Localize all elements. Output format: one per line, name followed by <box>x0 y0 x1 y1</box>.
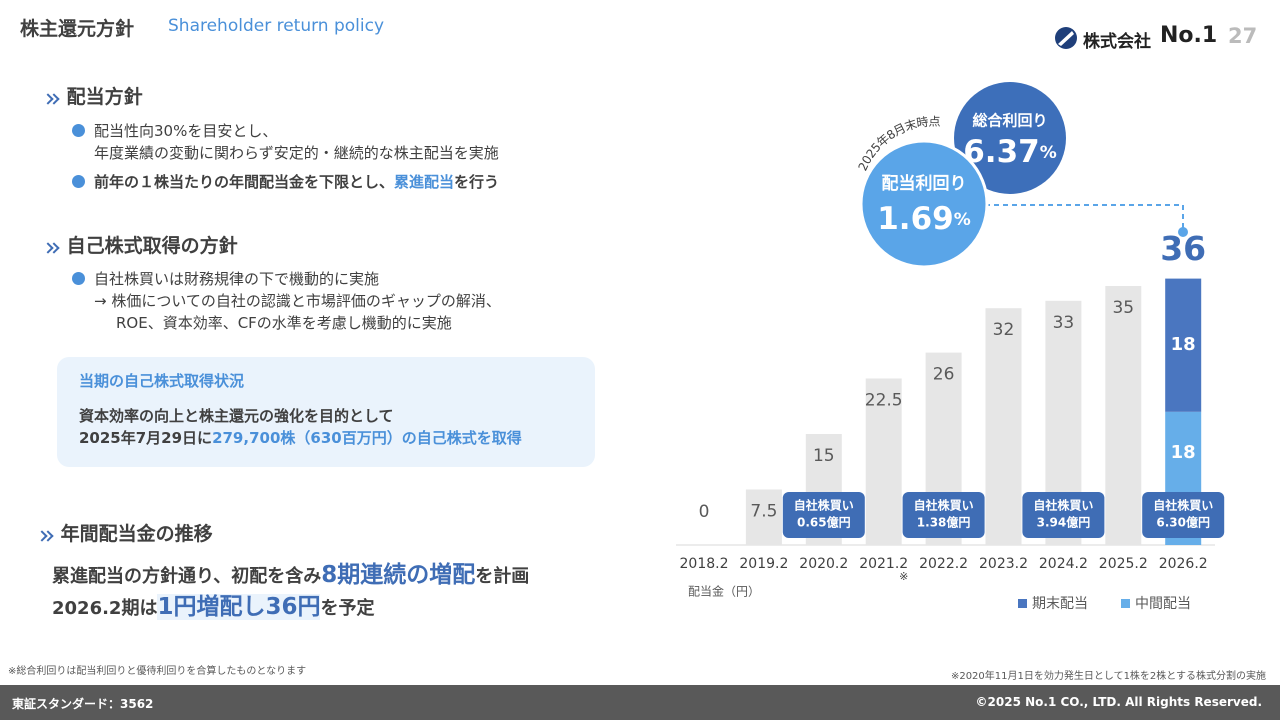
total-yield-circle <box>954 82 1066 194</box>
footer-right: ©2025 No.1 CO., LTD. All Rights Reserved… <box>975 695 1262 709</box>
x-tick-label: 2024.2 <box>1039 556 1088 572</box>
legend-label: 期末配当 <box>1032 596 1088 612</box>
text: を計画 <box>475 566 530 587</box>
bullet: 自社株買いは財務規律の下で機動的に実施 → 株価についての自社の認識と市場評価のギ… <box>72 268 501 334</box>
logo-icon <box>1055 27 1077 49</box>
value-label: 26 <box>933 365 955 385</box>
unit: % <box>1040 143 1057 163</box>
footer-bar <box>0 685 1280 720</box>
heading-text: 自己株式取得の方針 <box>66 235 238 257</box>
yield-label: 総合利回り <box>972 112 1047 130</box>
text: を行う <box>454 173 500 191</box>
annotation-title: 自社株買い <box>1033 498 1093 513</box>
text: 年度業績の変動に関わらず安定的・継続的な株主配当を実施 <box>94 144 499 162</box>
section-heading: 配当方針 <box>44 82 143 109</box>
x-tick-label: 2026.2 <box>1159 556 1208 572</box>
yield-label: 配当利回り <box>882 173 967 194</box>
text: 自社株買いは財務規律の下で機動的に実施 <box>94 270 380 288</box>
annotation-amount: 1.38億円 <box>917 515 971 530</box>
bullet: 配当性向30%を目安とし、年度業績の変動に関わらず安定的・継続的な株主配当を実施 <box>72 120 499 164</box>
axis-label: 配当金（円） <box>688 584 760 599</box>
text: ROE、資本効率、CFの水準を考慮し機動的に実施 <box>116 314 452 332</box>
segment-label: 18 <box>1171 334 1196 355</box>
x-tick-label: 2021.2 <box>859 556 908 572</box>
value: 1.69 <box>877 201 954 237</box>
value-label: 35 <box>1112 298 1134 318</box>
text: 配当性向30%を目安とし、 <box>94 122 278 140</box>
bar <box>1105 286 1142 545</box>
note: ※2020年11月1日を効力発生日として1株を2株とする株式分割の実施 <box>950 671 1266 682</box>
legend-swatch <box>1121 599 1130 608</box>
section-heading: 年間配当金の推移 <box>38 519 213 546</box>
category-mark: ※ <box>899 570 908 583</box>
x-tick-label: 2022.2 <box>919 556 968 572</box>
segment-label: 18 <box>1171 442 1196 463</box>
title: 株主還元方針 <box>20 18 135 40</box>
yield-value: 1.69% <box>877 201 971 237</box>
trend-line: 2026.2期は1円増配し36円を予定 <box>52 587 374 621</box>
company: 株式会社 <box>1083 32 1151 52</box>
value-label: 33 <box>1053 313 1075 333</box>
box-title: 当期の自己株式取得状況 <box>79 372 245 390</box>
bar <box>745 489 782 545</box>
annotation-title: 自社株買い <box>1153 498 1213 513</box>
x-tick-label: 2023.2 <box>979 556 1028 572</box>
text: 2025年7月29日に <box>79 429 213 447</box>
annotation-title: 自社株買い <box>914 498 974 513</box>
unit: % <box>954 210 971 230</box>
brand: No.1 <box>1160 23 1218 48</box>
bullet: 前年の１株当たりの年間配当金を下限とし、累進配当を行う <box>72 171 500 193</box>
x-tick-label: 2020.2 <box>799 556 848 572</box>
value-label: 0 <box>699 502 710 522</box>
value-label: 22.5 <box>865 391 903 411</box>
trend-line: 累進配当の方針通り、初配を含み8期連続の増配を計画 <box>52 555 529 589</box>
page-number: 27 <box>1228 24 1258 48</box>
subtitle: Shareholder return policy <box>168 16 385 36</box>
section-heading: 自己株式取得の方針 <box>44 231 238 258</box>
connector-dot <box>1178 227 1188 237</box>
text: 資本効率の向上と株主還元の強化を目的として <box>79 407 394 425</box>
text: 前年の１株当たりの年間配当金を下限とし、 <box>94 173 395 191</box>
value-label: 7.5 <box>750 502 777 522</box>
footer-left: 東証スタンダード：3562 <box>12 697 154 711</box>
annotation-title: 自社株買い <box>794 498 854 513</box>
status-box <box>57 357 595 467</box>
text: 2026.2期は <box>52 598 158 619</box>
annotation-amount: 0.65億円 <box>797 515 851 530</box>
text: 累進配当の方針通り、初配を含み <box>52 566 322 587</box>
highlight: 累進配当 <box>394 173 455 191</box>
bar <box>985 308 1022 545</box>
total-label: 36 <box>1160 229 1206 268</box>
highlight: 279,700株（630百万円）の自己株式を取得 <box>212 429 522 447</box>
annotation-amount: 3.94億円 <box>1037 515 1091 530</box>
dividend-yield-circle <box>859 139 989 269</box>
legend-swatch <box>1018 599 1027 608</box>
note: ※総合利回りは配当利回りと優待利回りを合算したものとなります <box>8 666 307 677</box>
value: 6.37 <box>963 134 1040 170</box>
box-text: 資本効率の向上と株主還元の強化を目的として 2025年7月29日に279,700株… <box>79 405 522 449</box>
x-tick-label: 2018.2 <box>680 556 729 572</box>
value-label: 32 <box>993 320 1015 340</box>
highlight: 1円増配し36円 <box>157 594 321 620</box>
heading-text: 配当方針 <box>66 86 143 108</box>
value-label: 15 <box>813 446 835 466</box>
x-tick-label: 2025.2 <box>1099 556 1148 572</box>
annotation-box <box>782 492 865 538</box>
highlight: 8期連続の増配 <box>321 562 476 588</box>
annotation-box <box>902 492 985 538</box>
text: を予定 <box>320 598 375 619</box>
heading-text: 年間配当金の推移 <box>60 523 213 545</box>
legend-label: 中間配当 <box>1135 596 1191 612</box>
bar <box>865 378 902 545</box>
yield-value: 6.37% <box>963 134 1057 170</box>
annotation-box <box>1022 492 1105 538</box>
text: → 株価についての自社の認識と市場評価のギャップの解消、 <box>94 292 501 310</box>
x-tick-label: 2019.2 <box>739 556 788 572</box>
annotation-box <box>1142 492 1225 538</box>
bar-segment <box>1165 278 1202 412</box>
annotation-amount: 6.30億円 <box>1156 515 1210 530</box>
